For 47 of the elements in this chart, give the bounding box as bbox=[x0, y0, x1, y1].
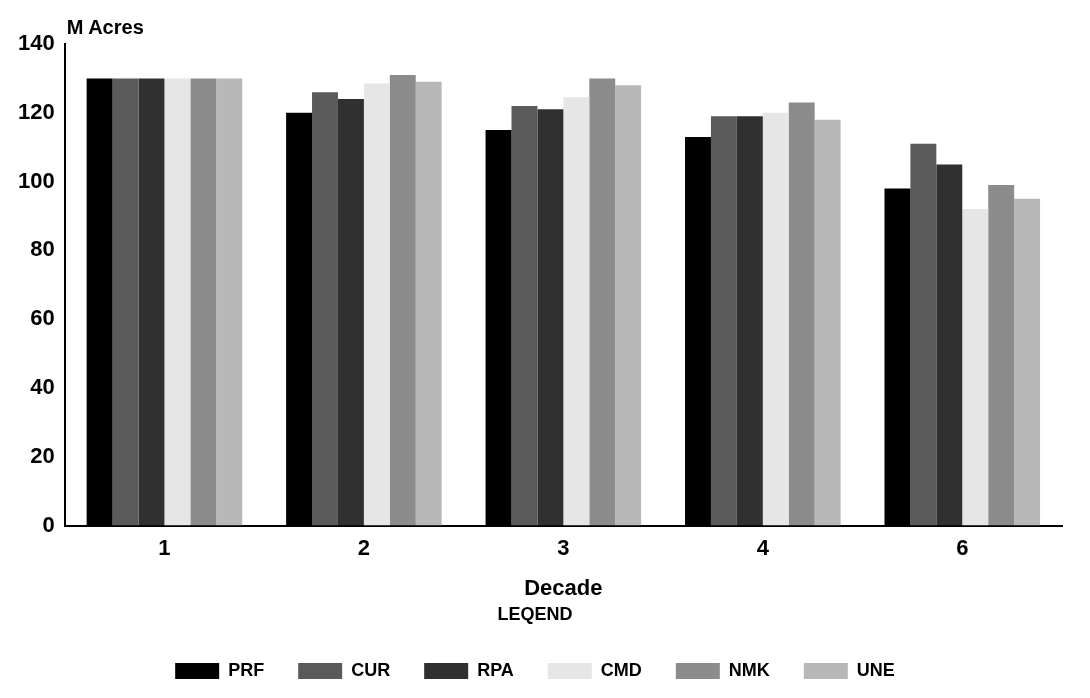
x-tick-label: 6 bbox=[956, 534, 969, 560]
legend-label: UNE bbox=[856, 659, 895, 680]
x-axis-title: Decade bbox=[524, 575, 603, 601]
y-tick-label: 40 bbox=[30, 374, 55, 400]
y-tick-label: 0 bbox=[42, 511, 55, 537]
x-tick-label: 3 bbox=[557, 534, 570, 560]
x-tick-label: 4 bbox=[756, 534, 770, 560]
bar bbox=[1014, 198, 1041, 526]
bar bbox=[363, 83, 390, 526]
y-tick-label: 100 bbox=[17, 167, 55, 193]
legend-title: LEQEND bbox=[497, 604, 573, 625]
bar bbox=[615, 85, 642, 526]
bar bbox=[988, 185, 1015, 526]
y-tick-label: 80 bbox=[30, 236, 55, 262]
bar bbox=[389, 74, 416, 526]
bar bbox=[962, 209, 989, 526]
bar bbox=[710, 116, 737, 526]
legend-label: CMD bbox=[600, 659, 642, 680]
bar bbox=[563, 97, 590, 526]
bar bbox=[936, 164, 963, 526]
bar bbox=[736, 116, 763, 526]
bar bbox=[337, 99, 364, 526]
y-tick-label: 140 bbox=[17, 30, 55, 56]
legend-label: NMK bbox=[728, 659, 770, 680]
bar bbox=[415, 81, 442, 526]
legend-label: RPA bbox=[477, 659, 514, 680]
x-tick-label: 2 bbox=[357, 534, 371, 560]
bar bbox=[216, 78, 243, 526]
legend-label: PRF bbox=[228, 659, 265, 680]
legend-label: CUR bbox=[351, 659, 391, 680]
bar bbox=[762, 112, 789, 526]
bar bbox=[788, 102, 815, 526]
y-axis-title: M Acres bbox=[66, 15, 144, 38]
y-tick-label: 20 bbox=[30, 442, 55, 468]
bar bbox=[312, 92, 338, 526]
bar bbox=[112, 78, 139, 526]
bar bbox=[589, 78, 616, 526]
bar bbox=[910, 143, 937, 526]
y-tick-label: 120 bbox=[17, 98, 55, 124]
bar bbox=[190, 78, 217, 526]
bar bbox=[511, 105, 538, 526]
y-tick-label: 60 bbox=[30, 305, 55, 331]
bar bbox=[138, 78, 165, 526]
x-tick-label: 1 bbox=[158, 534, 171, 560]
bar bbox=[164, 78, 191, 526]
bar bbox=[537, 109, 564, 526]
bar bbox=[814, 119, 841, 526]
